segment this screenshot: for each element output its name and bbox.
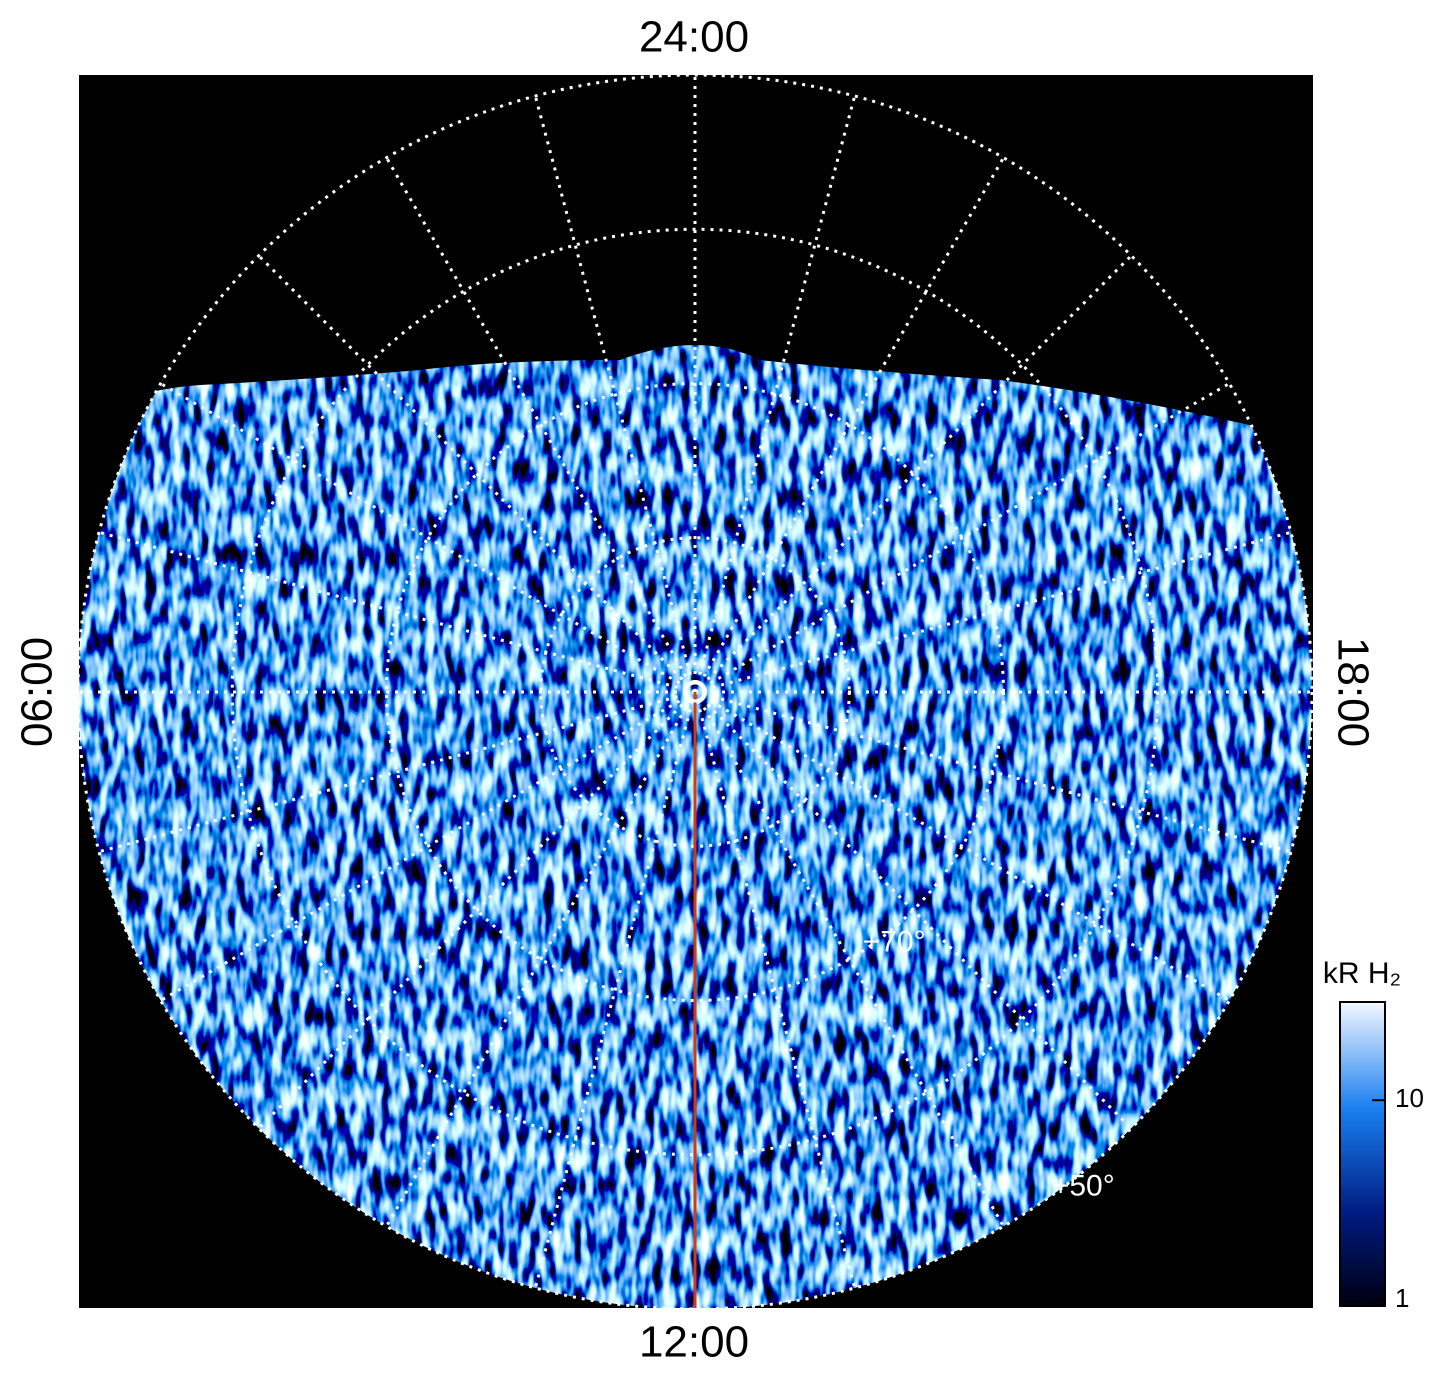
hour-spoke	[693, 691, 1005, 1228]
latitude-circle	[230, 227, 1160, 1157]
hour-spoke	[257, 254, 697, 694]
hour-spoke	[533, 691, 697, 1289]
latitude-label: +70°	[863, 926, 926, 959]
colorbar-label: kR H₂	[1323, 957, 1401, 990]
hour-label: 12:00	[639, 1318, 749, 1367]
hour-spoke	[693, 95, 857, 693]
colorbar-tick-label: 1	[1395, 1283, 1409, 1313]
hour-spoke	[693, 156, 1005, 693]
hour-spoke	[257, 690, 697, 1130]
hour-spoke	[694, 530, 1292, 694]
hour-spoke	[98, 690, 696, 854]
hour-spoke	[159, 382, 696, 694]
hour-spoke	[694, 382, 1231, 694]
latitude-label: +50°	[1052, 1169, 1115, 1202]
hour-spoke	[159, 690, 696, 1002]
hour-spoke	[385, 156, 697, 693]
hour-spoke	[694, 690, 1231, 1002]
hour-label: 24:00	[639, 13, 749, 62]
hour-spoke	[385, 691, 697, 1228]
image	[79, 75, 1313, 1308]
hour-label: 18:00	[1328, 637, 1377, 747]
hour-spoke	[693, 691, 857, 1289]
colorbar	[1339, 1001, 1386, 1307]
hour-spoke	[693, 254, 1133, 694]
pole-marker	[684, 681, 706, 703]
hour-spoke	[694, 690, 1292, 854]
hour-label: 06:00	[13, 637, 62, 747]
colorbar-tick-label: 10	[1395, 1083, 1424, 1113]
hour-spoke	[98, 530, 696, 694]
hour-spoke	[693, 690, 1133, 1130]
hour-spoke	[533, 95, 697, 693]
latitude-circle	[79, 75, 1313, 1308]
